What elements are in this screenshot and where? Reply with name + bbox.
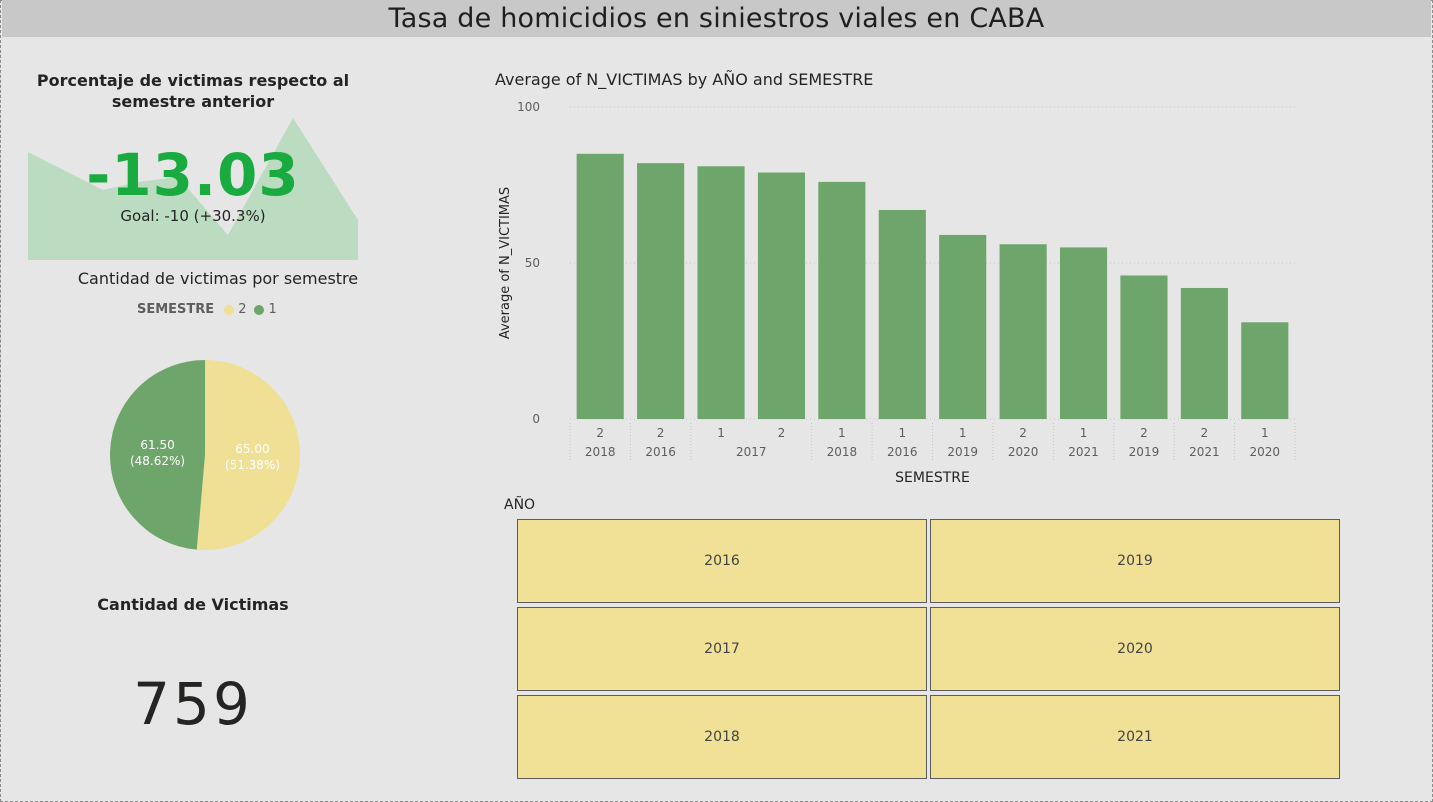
x-tick-label-semestre: 2: [596, 426, 604, 440]
x-tick-label-anio: 2021: [1189, 445, 1220, 459]
bar[interactable]: [1241, 322, 1289, 419]
legend-swatch-1: [254, 304, 265, 315]
report-title: Tasa de homicidios en siniestros viales …: [388, 3, 1045, 34]
x-tick-label-semestre: 2: [1201, 426, 1209, 440]
x-tick-label-semestre: 2: [657, 426, 665, 440]
pie-label-value-1: 61.50: [140, 438, 174, 452]
pie-legend: SEMESTRE 2 1: [137, 302, 277, 317]
x-tick-label-anio: 2021: [1068, 445, 1099, 459]
kpi-sparkline-area: [28, 118, 358, 260]
x-tick-label-semestre: 1: [959, 426, 967, 440]
kpi-goal: Goal: -10 (+30.3%): [120, 207, 266, 225]
pie-label-pct-2: (51.38%): [225, 458, 280, 472]
total-card-value: 759: [133, 670, 253, 738]
pie-label-value-2: 65.00: [235, 442, 269, 456]
kpi-value: -13.03: [86, 141, 300, 209]
legend-swatch-2: [224, 304, 235, 315]
slicer-item-2021[interactable]: 2021: [930, 695, 1340, 779]
slicer-item-2017[interactable]: 2017: [517, 607, 927, 691]
bar[interactable]: [1120, 275, 1168, 419]
bar[interactable]: [999, 244, 1047, 419]
y-tick-label: 100: [517, 100, 540, 114]
bar[interactable]: [939, 234, 987, 419]
pie-label-pct-1: (48.62%): [130, 454, 185, 468]
slicer-item-2019[interactable]: 2019: [930, 519, 1340, 603]
y-axis-title: Average of N_VICTIMAS: [498, 187, 513, 339]
x-tick-label-semestre: 2: [778, 426, 786, 440]
x-tick-label-anio: 2019: [1129, 445, 1160, 459]
slicer-item-2018[interactable]: 2018: [517, 695, 927, 779]
pie-slice-1[interactable]: [109, 360, 205, 550]
x-tick-label-anio: 2016: [887, 445, 918, 459]
bar[interactable]: [1180, 287, 1228, 419]
bar[interactable]: [576, 153, 624, 420]
x-tick-label-semestre: 1: [717, 426, 725, 440]
slicer-title: AÑO: [504, 497, 536, 513]
x-tick-label-anio: 2020: [1250, 445, 1281, 459]
pie-slice-2[interactable]: [196, 360, 300, 550]
x-tick-label-anio: 2018: [827, 445, 858, 459]
x-axis-title: SEMESTRE: [895, 470, 970, 486]
bar[interactable]: [757, 172, 806, 419]
kpi-title: Porcentaje de victimas respecto al semes…: [36, 71, 350, 111]
pie-chart: 65.00 (51.38%) 61.50 (48.62%): [109, 360, 300, 550]
y-tick-label: 0: [532, 412, 540, 426]
bar[interactable]: [697, 166, 745, 419]
bar[interactable]: [818, 181, 866, 419]
y-tick-label: 50: [525, 256, 540, 270]
slicer-item-2020[interactable]: 2020: [930, 607, 1340, 691]
x-tick-label-semestre: 2: [1140, 426, 1148, 440]
x-tick-label-semestre: 1: [838, 426, 846, 440]
x-tick-label-anio: 2018: [585, 445, 616, 459]
legend-label-2[interactable]: 2: [238, 302, 247, 317]
slicer-item-2016[interactable]: 2016: [517, 519, 927, 603]
x-tick-label-anio: 2016: [645, 445, 676, 459]
legend-title: SEMESTRE: [137, 302, 215, 317]
report-title-bar: Tasa de homicidios en siniestros viales …: [2, 0, 1431, 37]
x-tick-label-semestre: 1: [898, 426, 906, 440]
total-card-title: Cantidad de Victimas: [97, 595, 289, 614]
x-tick-label-anio: 2017: [736, 445, 767, 459]
pie-chart-title: Cantidad de victimas por semestre: [77, 269, 359, 288]
check-icon: ✓: [272, 166, 284, 182]
bar-chart-title: Average of N_VICTIMAS by AÑO and SEMESTR…: [495, 70, 874, 89]
x-tick-label-semestre: 2: [1019, 426, 1027, 440]
x-tick-label-semestre: 1: [1261, 426, 1269, 440]
bar[interactable]: [1059, 247, 1108, 419]
x-tick-label-semestre: 1: [1080, 426, 1088, 440]
legend-label-1[interactable]: 1: [268, 302, 277, 317]
x-tick-label-anio: 2019: [947, 445, 978, 459]
bar[interactable]: [878, 209, 926, 419]
year-slicer: 2016 2019 2017 2020 2018 2021: [517, 519, 1342, 782]
bar[interactable]: [637, 163, 685, 419]
x-tick-label-anio: 2020: [1008, 445, 1039, 459]
